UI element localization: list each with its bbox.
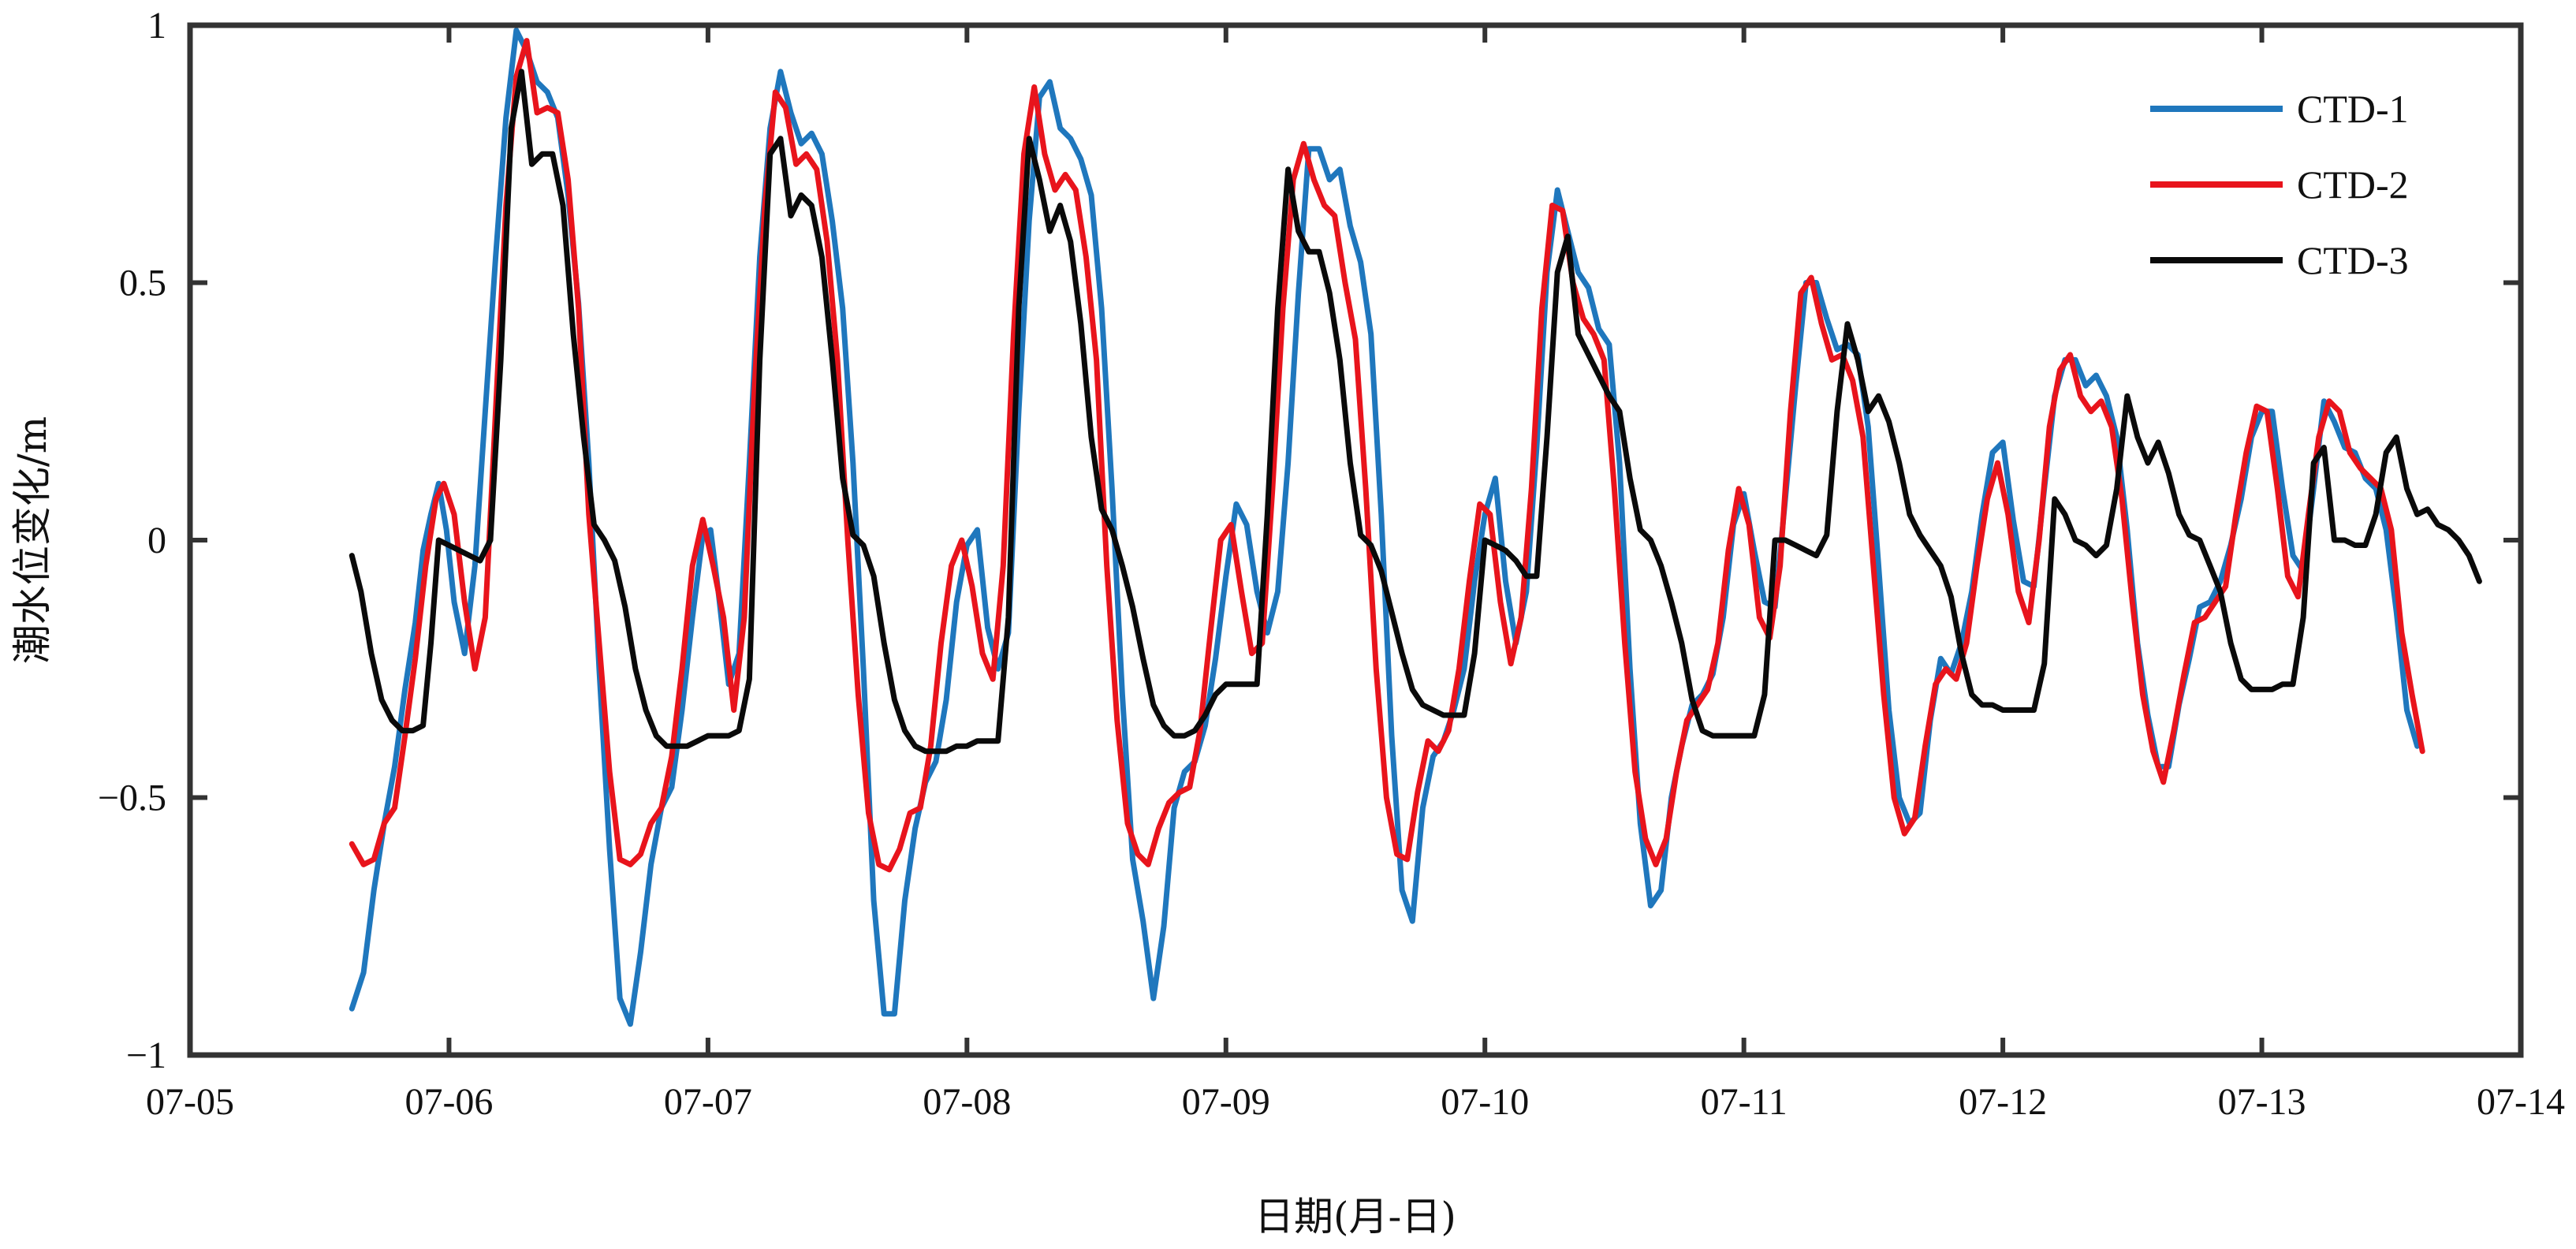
y-axis-ticks — [190, 280, 2521, 800]
x-tick-label: 07-08 — [923, 1081, 1011, 1123]
y-tick-label: −0.5 — [98, 777, 166, 819]
x-tick-label: 07-14 — [2477, 1081, 2565, 1123]
y-tick-label: 0.5 — [119, 263, 166, 304]
x-tick-label: 07-11 — [1701, 1081, 1788, 1123]
y-axis-title: 潮水位变化/m — [9, 416, 55, 664]
y-tick-label: 0 — [147, 520, 166, 561]
series-layer — [349, 28, 2482, 1027]
x-tick-label: 07-06 — [404, 1081, 493, 1123]
y-axis-tick-labels: −1 −0.5 0 0.5 1 — [98, 5, 166, 1076]
x-tick-label: 07-12 — [1959, 1081, 2047, 1123]
y-tick-label: 1 — [147, 5, 166, 47]
legend-label-ctd-1: CTD-1 — [2297, 87, 2409, 131]
series-line-ctd-3 — [349, 69, 2482, 755]
x-axis-tick-labels: 07-05 07-06 07-07 07-08 07-09 07-10 07-11 07-12… — [146, 1081, 2565, 1123]
x-axis-title: 日期(月-日) — [1254, 1194, 1456, 1240]
x-tick-label: 07-05 — [146, 1081, 234, 1123]
legend-label-ctd-3: CTD-3 — [2297, 238, 2409, 282]
y-tick-label: −1 — [126, 1035, 166, 1076]
legend-label-ctd-2: CTD-2 — [2297, 162, 2409, 207]
x-tick-label: 07-13 — [2218, 1081, 2306, 1123]
x-tick-label: 07-10 — [1441, 1081, 1529, 1123]
x-tick-label: 07-07 — [664, 1081, 752, 1123]
plot-frame — [187, 22, 2524, 1058]
legend: CTD-1 CTD-2 CTD-3 — [2150, 87, 2409, 282]
series-line-ctd-2 — [349, 38, 2425, 873]
x-axis-ticks — [446, 25, 2265, 1055]
x-tick-label: 07-09 — [1182, 1081, 1270, 1123]
